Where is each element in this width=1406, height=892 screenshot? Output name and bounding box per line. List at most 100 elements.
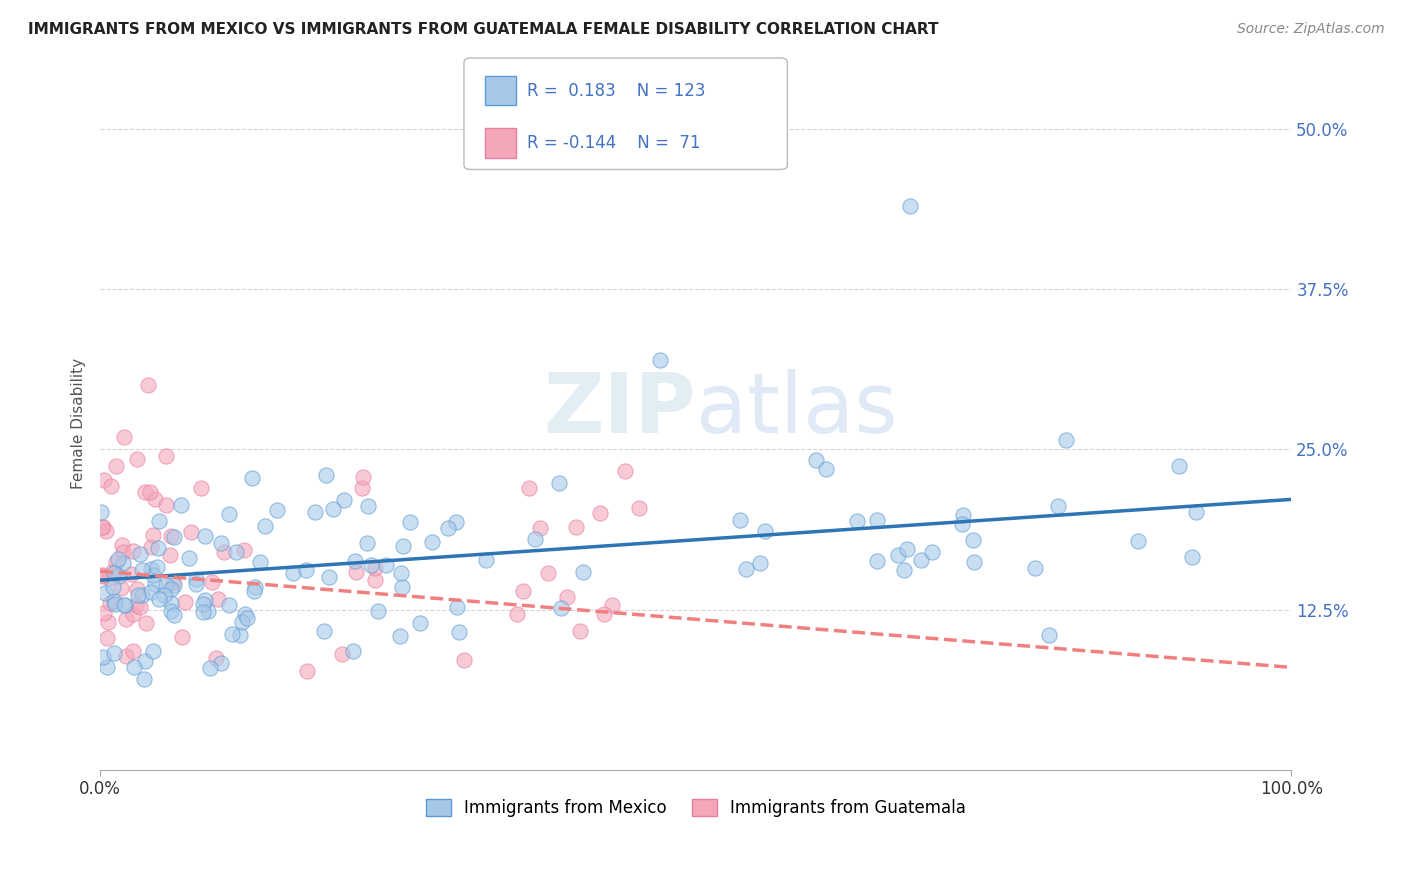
Point: [103, 566, 125, 581]
Point: [1126, 534, 1149, 549]
Point: [132, 672, 155, 686]
Point: [170, 498, 193, 512]
Point: [127, 589, 149, 603]
Point: [122, 607, 145, 622]
Point: [146, 560, 169, 574]
Point: [159, 596, 181, 610]
Point: [589, 507, 612, 521]
Point: [628, 501, 651, 516]
Point: [142, 643, 165, 657]
Point: [90, 505, 112, 519]
Point: [131, 588, 153, 602]
Point: [952, 508, 974, 523]
Point: [565, 520, 588, 534]
Point: [512, 584, 534, 599]
Point: [218, 507, 240, 521]
Point: [734, 562, 756, 576]
Point: [204, 651, 226, 665]
Point: [163, 530, 186, 544]
Point: [114, 649, 136, 664]
Point: [105, 555, 128, 569]
Point: [1168, 458, 1191, 473]
Point: [148, 592, 170, 607]
Point: [1038, 627, 1060, 641]
Y-axis label: Female Disability: Female Disability: [72, 359, 86, 490]
Point: [254, 518, 277, 533]
Point: [193, 593, 215, 607]
Point: [322, 502, 344, 516]
Point: [1024, 561, 1046, 575]
Point: [600, 599, 623, 613]
Point: [191, 605, 214, 619]
Point: [201, 574, 224, 589]
Point: [523, 532, 546, 546]
Point: [294, 563, 316, 577]
Point: [389, 566, 412, 581]
Point: [314, 624, 336, 638]
Point: [155, 499, 177, 513]
Point: [209, 536, 232, 550]
Point: [568, 624, 591, 638]
Point: [221, 627, 243, 641]
Point: [90, 520, 112, 534]
Point: [749, 556, 772, 570]
Point: [103, 580, 125, 594]
Point: [364, 573, 387, 587]
Point: [367, 604, 389, 618]
Point: [475, 553, 498, 567]
Point: [136, 378, 159, 392]
Point: [233, 607, 256, 621]
Point: [921, 545, 943, 559]
Point: [152, 588, 174, 602]
Point: [356, 535, 378, 549]
Point: [114, 598, 136, 612]
Point: [240, 471, 263, 485]
Point: [245, 581, 267, 595]
Point: [91, 569, 114, 583]
Point: [131, 563, 153, 577]
Point: [963, 555, 986, 569]
Point: [236, 611, 259, 625]
Point: [232, 543, 254, 558]
Point: [134, 654, 156, 668]
Point: [179, 551, 201, 566]
Point: [142, 528, 165, 542]
Point: [391, 581, 413, 595]
Point: [112, 598, 135, 612]
Point: [141, 585, 163, 599]
Point: [180, 525, 202, 540]
Point: [898, 199, 921, 213]
Point: [155, 578, 177, 592]
Point: [910, 553, 932, 567]
Point: [142, 568, 165, 582]
Point: [613, 464, 636, 478]
Point: [453, 653, 475, 667]
Point: [96, 660, 118, 674]
Point: [896, 542, 918, 557]
Point: [893, 563, 915, 577]
Point: [342, 643, 364, 657]
Point: [191, 597, 214, 611]
Text: ZIP: ZIP: [543, 369, 696, 450]
Legend: Immigrants from Mexico, Immigrants from Guatemala: Immigrants from Mexico, Immigrants from …: [419, 792, 973, 824]
Point: [225, 544, 247, 558]
Point: [330, 648, 353, 662]
Point: [648, 352, 671, 367]
Point: [184, 572, 207, 586]
Point: [304, 505, 326, 519]
Point: [97, 615, 120, 630]
Point: [437, 521, 460, 535]
Point: [1181, 549, 1204, 564]
Point: [352, 481, 374, 495]
Point: [190, 481, 212, 495]
Point: [228, 628, 250, 642]
Point: [138, 485, 160, 500]
Point: [174, 595, 197, 609]
Point: [194, 528, 217, 542]
Point: [391, 539, 413, 553]
Point: [93, 473, 115, 487]
Point: [315, 467, 337, 482]
Point: [730, 513, 752, 527]
Point: [962, 533, 984, 547]
Point: [950, 516, 973, 531]
